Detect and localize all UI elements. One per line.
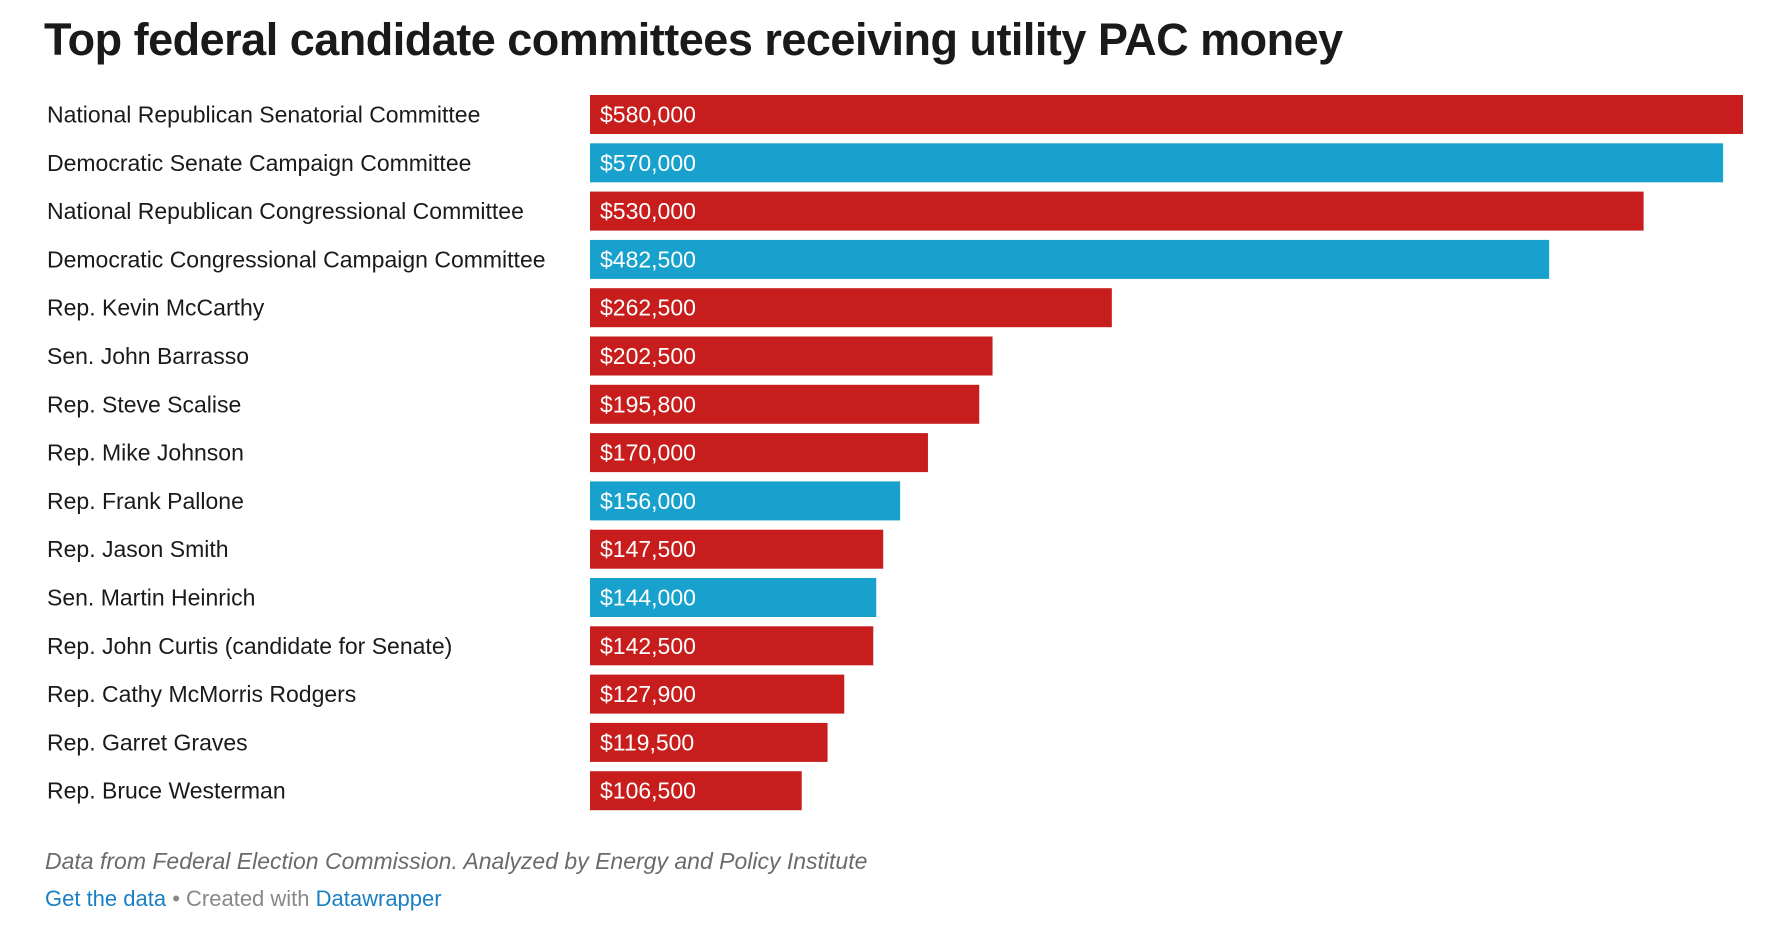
- category-label: National Republican Congressional Commit…: [47, 198, 524, 224]
- bar-row: Rep. Steve Scalise $195,800: [47, 384, 980, 424]
- bar-row: Rep. Bruce Westerman $106,500: [47, 771, 802, 811]
- bar-row: Rep. Jason Smith $147,500: [47, 529, 884, 569]
- value-label: $195,800: [600, 391, 696, 417]
- bar: [590, 95, 1743, 134]
- bar: [590, 384, 980, 424]
- chart-title: Top federal candidate committees receivi…: [44, 14, 1343, 65]
- footer-separator: • Created with: [166, 886, 316, 911]
- bar-row: Rep. Mike Johnson $170,000: [47, 433, 928, 473]
- category-label: Rep. Frank Pallone: [47, 488, 244, 514]
- bar-row: Rep. John Curtis (candidate for Senate) $…: [47, 626, 874, 666]
- value-label: $144,000: [600, 585, 696, 611]
- bar-row: Rep. Cathy McMorris Rodgers $127,900: [47, 674, 845, 714]
- category-label: Sen. John Barrasso: [47, 343, 249, 369]
- value-label: $580,000: [600, 102, 696, 128]
- bar-row: Democratic Congressional Campaign Commit…: [47, 239, 1550, 279]
- value-label: $530,000: [600, 198, 696, 224]
- category-label: Democratic Congressional Campaign Commit…: [47, 246, 546, 272]
- datawrapper-link[interactable]: Datawrapper: [315, 886, 442, 911]
- bar-row: National Republican Congressional Commit…: [47, 191, 1644, 231]
- value-label: $262,500: [600, 295, 696, 321]
- bar: [590, 433, 928, 473]
- value-label: $570,000: [600, 150, 696, 176]
- bar-row: Rep. Frank Pallone $156,000: [47, 481, 901, 521]
- category-label: Rep. Steve Scalise: [47, 391, 241, 417]
- value-label: $156,000: [600, 488, 696, 514]
- category-label: Rep. Jason Smith: [47, 536, 229, 562]
- category-label: Democratic Senate Campaign Committee: [47, 150, 471, 176]
- bar-row: Sen. John Barrasso $202,500: [47, 336, 993, 376]
- bar: [590, 626, 874, 666]
- bar: [590, 239, 1550, 279]
- category-label: Rep. Cathy McMorris Rodgers: [47, 681, 356, 707]
- bar: [590, 288, 1112, 328]
- bar: [590, 771, 802, 811]
- bar-chart: National Republican Senatorial Committee…: [47, 95, 1743, 811]
- bar-row: Rep. Kevin McCarthy $262,500: [47, 288, 1112, 328]
- category-label: National Republican Senatorial Committee: [47, 102, 480, 128]
- value-label: $482,500: [600, 246, 696, 272]
- bar-row: Rep. Garret Graves $119,500: [47, 722, 828, 762]
- category-label: Rep. John Curtis (candidate for Senate): [47, 633, 452, 659]
- bar: [590, 674, 845, 714]
- chart-footer: Get the data • Created with Datawrapper: [45, 886, 442, 912]
- category-label: Sen. Martin Heinrich: [47, 585, 255, 611]
- bar-row: Sen. Martin Heinrich $144,000: [47, 578, 877, 617]
- bar: [590, 191, 1644, 231]
- bar-row: National Republican Senatorial Committee…: [47, 95, 1743, 134]
- value-label: $202,500: [600, 343, 696, 369]
- bar: [590, 143, 1724, 183]
- category-label: Rep. Kevin McCarthy: [47, 295, 265, 321]
- bar: [590, 529, 884, 569]
- category-label: Rep. Mike Johnson: [47, 440, 244, 466]
- bar-row: Democratic Senate Campaign Committee $570…: [47, 143, 1724, 183]
- bar: [590, 578, 877, 617]
- source-note: Data from Federal Election Commission. A…: [45, 848, 868, 874]
- category-label: Rep. Garret Graves: [47, 729, 248, 755]
- value-label: $170,000: [600, 440, 696, 466]
- category-label: Rep. Bruce Westerman: [47, 778, 286, 804]
- get-the-data-link[interactable]: Get the data: [45, 886, 167, 911]
- value-label: $106,500: [600, 778, 696, 804]
- value-label: $119,500: [600, 729, 694, 755]
- bar: [590, 336, 993, 376]
- value-label: $127,900: [600, 681, 696, 707]
- bar: [590, 722, 828, 762]
- value-label: $142,500: [600, 633, 696, 659]
- bar: [590, 481, 901, 521]
- value-label: $147,500: [600, 536, 696, 562]
